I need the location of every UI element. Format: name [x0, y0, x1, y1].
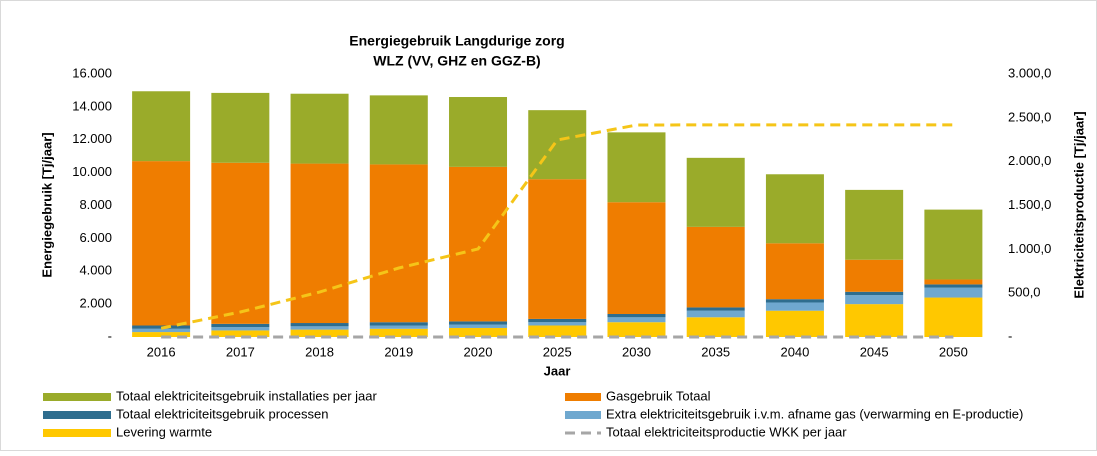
x-tick-label: 2040 — [780, 344, 809, 359]
bar-segment — [290, 329, 349, 337]
bar-segment — [449, 97, 508, 167]
bar-segment — [924, 209, 983, 280]
bar-segment — [845, 259, 904, 292]
legend-label: Totaal elektriciteitsgebruik installatie… — [116, 388, 378, 403]
bar-segment — [607, 322, 666, 337]
legend-swatch — [43, 411, 111, 419]
legend-label: Extra elektriciteitsgebruik i.v.m. afnam… — [606, 406, 1023, 421]
bar-segment — [528, 322, 587, 326]
x-tick-label: 2025 — [543, 344, 572, 359]
chart-subtitle: WLZ (VV, GHZ en GGZ-B) — [373, 53, 540, 69]
bar-segment — [369, 325, 428, 329]
bar-segment — [290, 323, 349, 327]
bar-segment — [765, 310, 824, 337]
bar-segment — [211, 92, 270, 163]
chart-title: Energiegebruik Langdurige zorg — [349, 33, 564, 49]
bar-segment — [132, 161, 191, 326]
legend-label: Gasgebruik Totaal — [606, 388, 711, 403]
bar-segment — [845, 291, 904, 296]
bar-segment — [211, 162, 270, 324]
bar-segment — [449, 166, 508, 322]
bar-segment — [686, 317, 745, 337]
x-tick-label: 2045 — [860, 344, 889, 359]
bar-segment — [528, 318, 587, 323]
bar-segment — [132, 332, 191, 337]
bar-segment — [290, 93, 349, 164]
bar-segment — [528, 110, 587, 180]
bar-segment — [528, 325, 587, 337]
bar-segment — [845, 189, 904, 260]
y2-tick-label: 500,0 — [1008, 285, 1041, 300]
bar-segment — [211, 330, 270, 337]
x-axis-label: Jaar — [544, 363, 571, 378]
legend-label: Totaal elektriciteitsgebruik processen — [116, 406, 328, 421]
legend-swatch — [565, 393, 601, 401]
bar-segment — [686, 226, 745, 308]
x-tick-label: 2016 — [147, 344, 176, 359]
bar-segment — [686, 310, 745, 318]
bar-segment — [607, 202, 666, 314]
y-tick-label: 16.000 — [72, 65, 112, 80]
bar-segment — [607, 317, 666, 323]
y2-tick-label: 1.000,0 — [1008, 241, 1051, 256]
bar-segment — [845, 295, 904, 305]
bar-segment — [924, 287, 983, 298]
bar-segment — [369, 95, 428, 165]
y-tick-label: 6.000 — [79, 230, 112, 245]
bar-segment — [132, 328, 191, 333]
bar-segment — [211, 327, 270, 331]
bar-segment — [765, 299, 824, 303]
x-tick-label: 2030 — [622, 344, 651, 359]
y2-tick-label: 2.500,0 — [1008, 109, 1051, 124]
bar-segment — [607, 132, 666, 203]
x-tick-label: 2050 — [939, 344, 968, 359]
bar-segment — [765, 174, 824, 244]
bar-segment — [924, 284, 983, 288]
y-tick-label: 4.000 — [79, 263, 112, 278]
bar-segment — [924, 279, 983, 285]
y2-tick-label: 1.500,0 — [1008, 197, 1051, 212]
bar-segment — [369, 164, 428, 323]
y-axis-label: Energiegebruik [Tj/jaar] — [39, 132, 54, 277]
bar-segment — [290, 163, 349, 324]
x-tick-label: 2019 — [384, 344, 413, 359]
bar-segment — [686, 307, 745, 311]
y2-axis-label: Elektriciteitsproductie [Tj/jaar] — [1071, 111, 1086, 298]
legend-label: Levering warmte — [116, 424, 212, 439]
bar-segment — [449, 321, 508, 325]
bar-segment — [845, 304, 904, 337]
y-tick-label: 12.000 — [72, 131, 112, 146]
y-tick-label: 2.000 — [79, 296, 112, 311]
y-tick-label: 8.000 — [79, 197, 112, 212]
bar-segment — [686, 157, 745, 227]
legend-swatch — [43, 429, 111, 437]
bar-segment — [528, 179, 587, 319]
legend-label: Totaal elektriciteitsproductie WKK per j… — [606, 424, 847, 439]
y-tick-label: - — [108, 328, 112, 343]
x-tick-label: 2035 — [701, 344, 730, 359]
bar-segment — [765, 243, 824, 300]
line-series — [160, 123, 954, 330]
y-tick-label: 10.000 — [72, 164, 112, 179]
x-tick-label: 2018 — [305, 344, 334, 359]
y2-tick-label: 2.000,0 — [1008, 153, 1051, 168]
bar-segment — [607, 313, 666, 318]
bar-segment — [924, 297, 983, 337]
bar-segment — [132, 91, 191, 162]
bar-segment — [290, 326, 349, 330]
y-tick-label: 14.000 — [72, 98, 112, 113]
bar-segment — [449, 327, 508, 337]
x-tick-label: 2017 — [226, 344, 255, 359]
bar-segment — [211, 323, 270, 328]
bar-segment — [449, 324, 508, 328]
bar-segment — [765, 302, 824, 311]
y2-tick-label: 3.000,0 — [1008, 65, 1051, 80]
legend-swatch — [565, 411, 601, 419]
bar-segment — [369, 328, 428, 337]
bar-segment — [369, 322, 428, 326]
x-tick-label: 2020 — [464, 344, 493, 359]
y2-tick-label: - — [1008, 328, 1012, 343]
legend-swatch — [43, 393, 111, 401]
